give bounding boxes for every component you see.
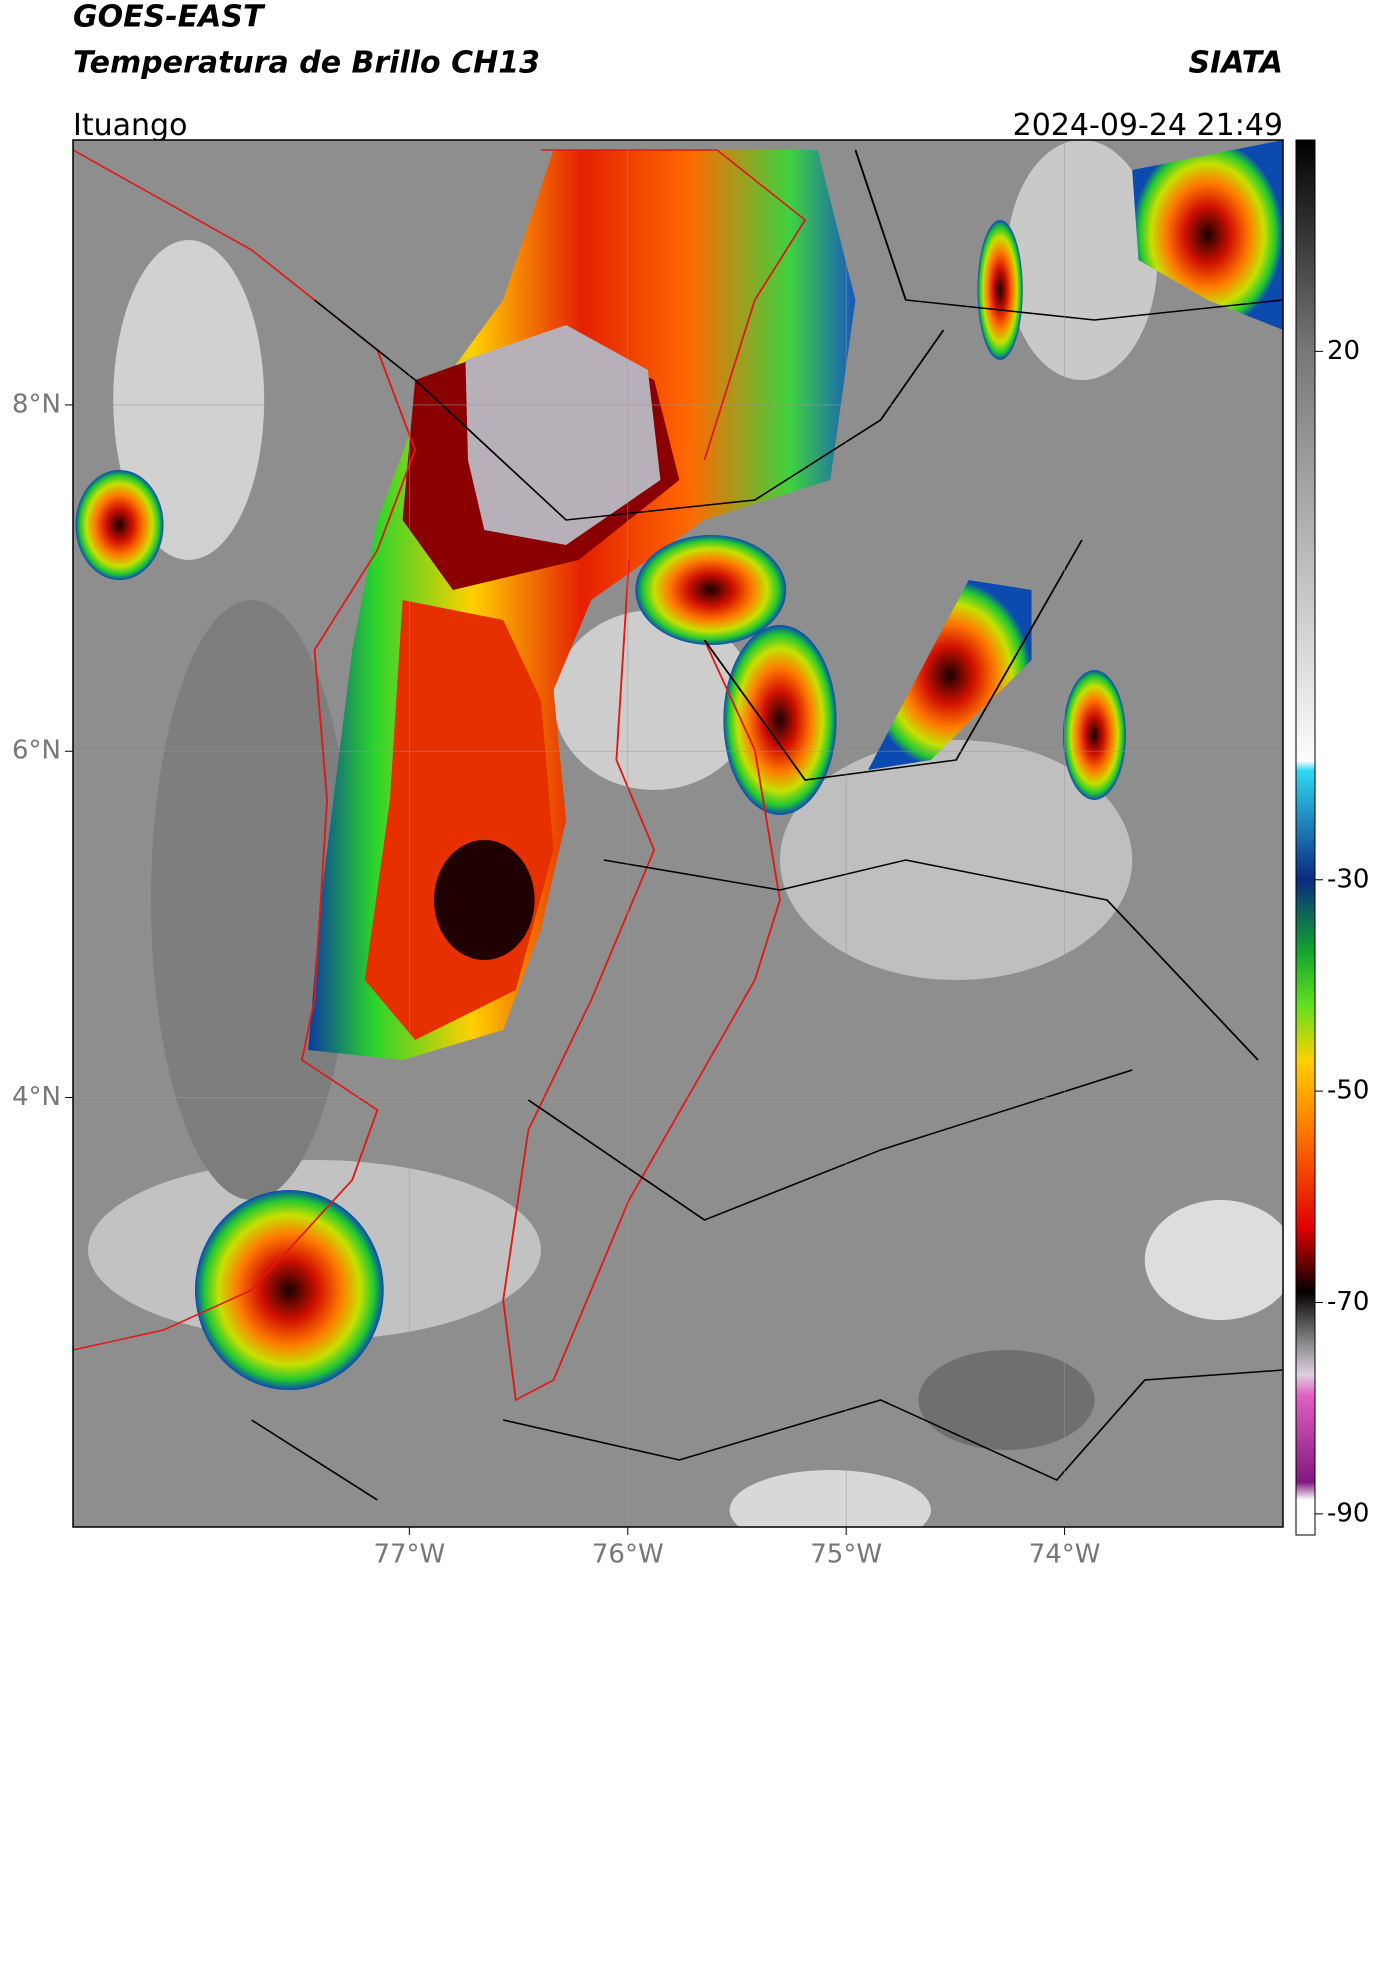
y-tick-label: 8°N [12, 389, 61, 419]
source: SIATA [1189, 46, 1283, 81]
colorbar-tick-label: 20 [1327, 336, 1360, 366]
map-frame [72, 139, 1284, 1528]
title: GOES-EAST [73, 0, 266, 35]
y-tick-label: 4°N [12, 1082, 61, 1112]
x-tick-label: 74°W [1029, 1540, 1101, 1570]
colorbar [1295, 139, 1316, 1536]
y-tick-label: 6°N [12, 736, 61, 766]
location: Ituango [73, 108, 187, 143]
x-tick-label: 76°W [592, 1540, 664, 1570]
colorbar-tick-label: -50 [1327, 1076, 1369, 1106]
colorbar-tick-label: -70 [1327, 1287, 1369, 1317]
datetime: 2024-09-24 21:49 [1013, 108, 1283, 143]
x-tick-label: 75°W [810, 1540, 882, 1570]
colorbar-tick-label: -90 [1327, 1498, 1369, 1528]
x-tick-label: 77°W [373, 1540, 445, 1570]
colorbar-tick-label: -30 [1327, 864, 1369, 894]
satellite-image [73, 140, 1283, 1527]
subtitle: Temperatura de Brillo CH13 [73, 46, 540, 81]
graticule [73, 140, 1283, 1527]
